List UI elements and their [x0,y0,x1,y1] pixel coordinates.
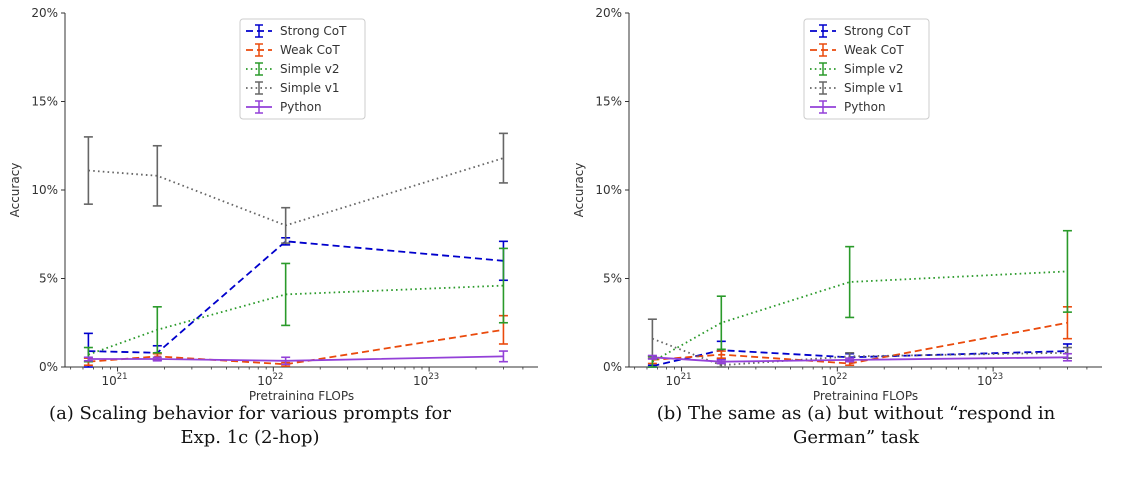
chart-a: 0% 5% 10% 15% 20% 1021 1022 1023 Pretraining FLO… [8,6,538,400]
error-bar [716,295,726,351]
series-simple-v2 [647,229,1072,368]
series-simple-v1 [83,132,508,244]
error-bar [152,356,162,362]
legend-box [803,18,930,120]
legend-label: Strong CoT [280,24,347,38]
legend-label: Python [280,100,322,114]
y-tick-label: 0% [39,360,58,374]
error-bar [83,356,93,362]
legend-label: Simple v2 [280,62,340,76]
error-bar [498,247,508,324]
legend-label: Weak CoT [844,43,904,57]
error-bar [281,356,291,366]
series-simple-v2 [83,247,508,363]
legend-item: Simple v1 [246,81,340,95]
series-strong-cot [83,236,508,368]
error-bar [498,132,508,184]
x-tick-label: 1021 [665,372,691,388]
y-axis-label: Accuracy [8,163,22,218]
series-line [651,270,1068,363]
legend-label: Simple v2 [844,62,904,76]
x-tick-label: 1021 [101,372,127,388]
series-line [88,240,504,354]
x-tick-label: 1023 [413,372,439,388]
error-bar [281,262,291,327]
error-bar [152,144,162,207]
chart-panel-a: 0% 5% 10% 15% 20% 1021 1022 1023 Pretraining FLO… [8,6,538,448]
y-tick-label: 0% [603,360,622,374]
x-axis-label: Pretraining FLOPs [813,389,918,400]
series-line [88,157,504,227]
error-bar [281,206,291,244]
legend-box [239,18,366,120]
y-tick-label: 15% [31,95,58,109]
error-bar [83,136,93,205]
error-bar [1062,229,1072,313]
x-tick-label: 1022 [821,372,847,388]
error-bar [1062,352,1072,362]
series-line [88,355,504,362]
legend-item: Weak CoT [246,43,340,57]
y-tick-label: 10% [595,183,622,197]
series-line [652,321,1068,365]
legend: Strong CoT Weak CoT Simple v2 Simple v1 Pyth… [803,18,930,120]
legend-item: Strong CoT [246,24,347,38]
legend-label: Weak CoT [280,43,340,57]
legend-item: Simple v2 [246,62,340,76]
y-tick-label: 5% [39,272,58,286]
legend-label: Strong CoT [844,24,911,38]
legend-label: Simple v1 [844,81,904,95]
error-bar [498,350,508,363]
series-line [88,284,504,356]
error-bar [716,350,726,359]
error-bar [845,245,855,319]
y-axis-label: Accuracy [572,163,586,218]
y-tick-label: 15% [595,95,622,109]
series-python [647,352,1072,365]
error-bar [647,318,657,359]
x-tick-label: 1022 [257,372,283,388]
legend-label: Simple v1 [280,81,340,95]
legend-item: Simple v1 [810,81,904,95]
chart-panel-b: 0% 5% 10% 15% 20% 1021 1022 1023 Pretraining FLO… [564,0,1128,487]
error-bar [845,357,855,363]
y-tick-label: 20% [595,6,622,20]
series-line [652,356,1068,363]
error-bar [152,306,162,354]
legend-item: Simple v2 [810,62,904,76]
error-bar [716,359,726,365]
error-bar [647,354,657,360]
legend-item: Weak CoT [810,43,904,57]
legend-item: Strong CoT [810,24,911,38]
series-python [83,350,508,366]
chart-b: 0% 5% 10% 15% 20% 1021 1022 1023 Pretraining FLO… [572,6,1102,400]
x-axis-label: Pretraining FLOPs [249,389,354,400]
caption-b: (b) The same as (a) but without “respond… [656,403,1056,448]
legend-label: Python [844,100,886,114]
y-tick-label: 20% [31,6,58,20]
legend-item: Python [810,100,886,114]
y-tick-label: 10% [31,183,58,197]
caption-a: (a) Scaling behavior for various prompts… [49,403,451,448]
y-tick-label: 5% [603,272,622,286]
legend: Strong CoT Weak CoT Simple v2 Simple v1 Pyth… [239,18,366,120]
x-tick-label: 1023 [977,372,1003,388]
legend-item: Python [246,100,322,114]
